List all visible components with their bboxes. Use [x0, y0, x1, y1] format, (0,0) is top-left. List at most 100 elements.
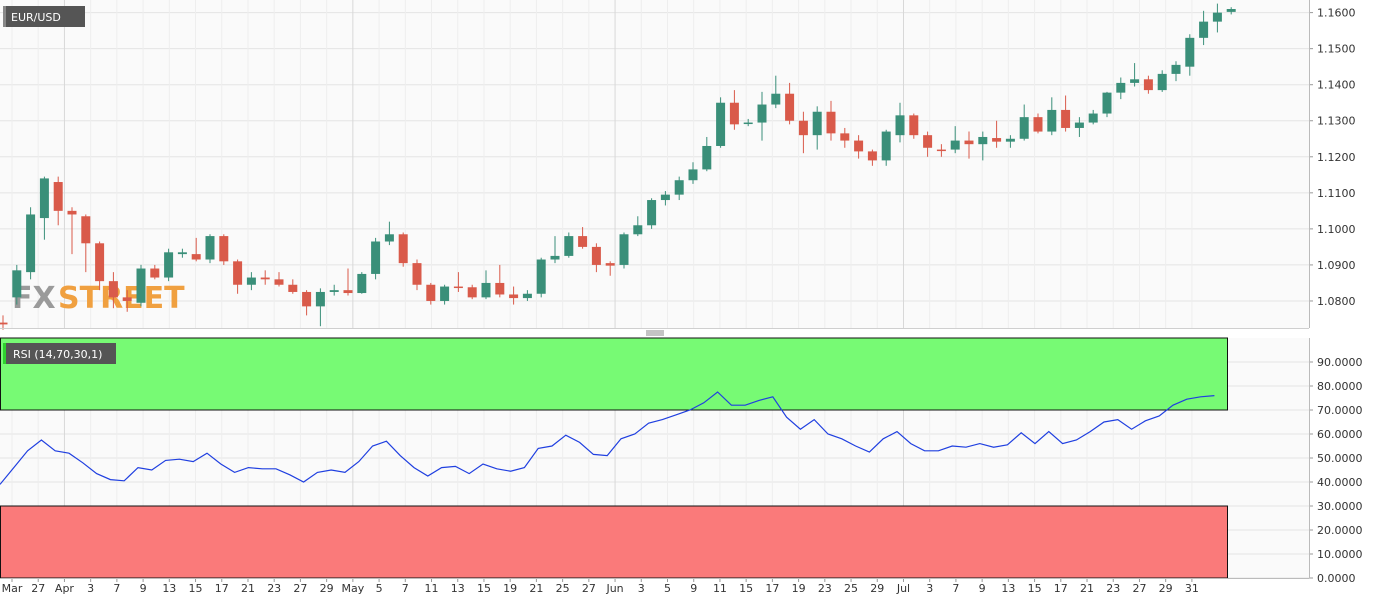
date-tick-label: 23	[1106, 582, 1120, 595]
candle-body	[1074, 122, 1084, 128]
candle	[495, 264, 505, 298]
candle	[909, 113, 919, 139]
candle	[923, 131, 933, 157]
date-tick-label: 15	[739, 582, 753, 595]
price-tick-label: 1.0900	[1317, 259, 1356, 272]
candle	[384, 221, 394, 246]
candle-body	[315, 291, 325, 307]
price-tick-label: 1.1400	[1317, 79, 1356, 92]
candle-body	[881, 131, 891, 161]
candle-body	[12, 270, 22, 298]
date-tick-label: 5	[664, 582, 671, 595]
candle-body	[0, 322, 8, 325]
candle-body	[923, 135, 933, 148]
price-tick-label: 1.1200	[1317, 151, 1356, 164]
date-tick-label: 3	[926, 582, 933, 595]
panel-resize-handle[interactable]	[646, 330, 664, 336]
candle-body	[371, 241, 381, 274]
candle	[136, 264, 146, 307]
candle-body	[867, 151, 877, 161]
candle-body	[1157, 73, 1167, 91]
date-tick-label: 13	[451, 582, 465, 595]
candle-body	[495, 282, 505, 295]
candle-body	[1199, 21, 1209, 38]
candle-body	[1171, 64, 1181, 74]
candle-body	[936, 149, 946, 152]
date-tick-label: 25	[844, 582, 858, 595]
date-tick-label: 3	[638, 582, 645, 595]
candle-body	[150, 268, 160, 278]
rsi-badge-bg	[3, 343, 116, 364]
candle	[591, 243, 601, 273]
date-tick-label: 15	[1028, 582, 1042, 595]
date-tick-label: 19	[792, 582, 806, 595]
rsi-tick-label: 90.0000	[1317, 356, 1363, 369]
candle	[757, 91, 767, 141]
rsi-tick-label: 80.0000	[1317, 380, 1363, 393]
date-tick-label: 27	[582, 582, 596, 595]
candle-body	[1116, 82, 1126, 93]
candle	[1116, 77, 1126, 100]
symbol-badge-accent	[3, 6, 6, 27]
date-tick-label: 3	[87, 582, 94, 595]
candle	[688, 162, 698, 184]
candle	[1130, 63, 1140, 87]
candle	[1157, 70, 1167, 92]
candle-body	[619, 234, 629, 265]
candle-body	[412, 263, 422, 285]
candle-body	[950, 140, 960, 150]
candle	[426, 282, 436, 305]
candle-body	[895, 115, 905, 136]
date-tick-label: 15	[477, 582, 491, 595]
candle	[716, 97, 726, 148]
date-tick-label: Jul	[896, 582, 910, 595]
candle	[1185, 34, 1195, 76]
candle	[481, 270, 491, 300]
candle-body	[826, 111, 836, 134]
rsi-tick-label: 70.0000	[1317, 404, 1363, 417]
candle	[867, 149, 877, 166]
candle-body	[329, 290, 339, 292]
candle	[467, 284, 477, 300]
candle-body	[716, 102, 726, 146]
candle-body	[205, 236, 215, 260]
price-tick-label: 1.1000	[1317, 223, 1356, 236]
price-tick-label: 1.1100	[1317, 187, 1356, 200]
candle-body	[384, 234, 394, 242]
candle-body	[536, 259, 546, 294]
candle	[1199, 10, 1209, 46]
candle-body	[1185, 37, 1195, 67]
candle-body	[274, 279, 284, 285]
candle-body	[136, 268, 146, 303]
date-tick-label: 27	[1132, 582, 1146, 595]
candle-body	[288, 284, 298, 292]
candle	[453, 272, 463, 292]
candle-body	[426, 284, 436, 301]
candle	[1088, 109, 1098, 125]
candle-body	[1226, 9, 1236, 12]
candle	[522, 290, 532, 301]
candle-body	[729, 102, 739, 125]
candle	[177, 248, 187, 258]
date-tick-label: 23	[267, 582, 281, 595]
candle-body	[440, 286, 450, 301]
candle	[660, 191, 670, 206]
date-tick-label: 27	[31, 582, 45, 595]
rsi-tick-label: 30.0000	[1317, 500, 1363, 513]
rsi-tick-label: 0.0000	[1317, 572, 1356, 585]
candle-body	[1212, 12, 1222, 22]
candle-body	[1130, 79, 1140, 83]
oversold-zone	[0, 505, 1228, 579]
candle	[233, 259, 243, 294]
rsi-tick-label: 10.0000	[1317, 548, 1363, 561]
price-tick-label: 1.1600	[1317, 7, 1356, 20]
candle	[647, 198, 657, 229]
rsi-legend-label: RSI (14,70,30,1)	[13, 348, 102, 361]
candle	[605, 261, 615, 276]
candle	[122, 290, 132, 312]
candle-body	[26, 214, 36, 273]
date-tick-label: 7	[113, 582, 120, 595]
candle	[826, 100, 836, 141]
date-tick-label: Apr	[55, 582, 75, 595]
